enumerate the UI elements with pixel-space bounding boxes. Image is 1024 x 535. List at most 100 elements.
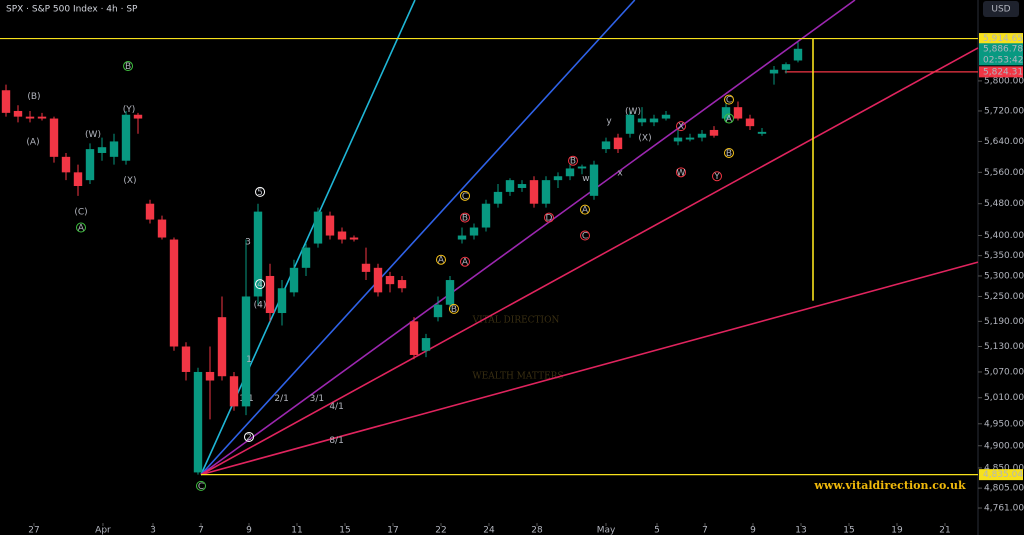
candle-body: [301, 247, 311, 268]
wave-label: B: [570, 157, 576, 167]
x-tick-label: 3: [150, 526, 156, 535]
candle-body: [793, 48, 803, 61]
wave-label: y: [606, 116, 612, 126]
candle-body: [697, 133, 707, 138]
candle-body: [781, 64, 791, 70]
y-tick-label: 5,130.00: [984, 342, 1024, 352]
fan-label: 3/1: [310, 394, 324, 404]
wave-circle: [460, 256, 470, 267]
wave-circle: [76, 222, 86, 233]
wave-circle: [436, 254, 446, 265]
wave-label: B: [462, 214, 468, 224]
plot: 1/12/13/14/18/1(B)(A)(C)AB(W)(Y)(X)C534(…: [0, 0, 979, 492]
fan-label: 2/1: [274, 394, 288, 404]
wave-label: X: [678, 122, 684, 132]
wave-label: w: [582, 174, 589, 184]
y-tick-label: 4,850.00: [984, 463, 1024, 473]
wave-label: C: [462, 192, 468, 202]
y-tick-label: 4,900.00: [984, 441, 1024, 451]
website: www.vitaldirection.co.uk: [813, 479, 966, 492]
wave-label: Y: [713, 172, 720, 182]
candle-body: [61, 156, 71, 173]
wave-label: (X): [123, 176, 136, 186]
x-tick-label: 13: [795, 526, 806, 535]
candle-body: [685, 137, 695, 140]
candle-body: [337, 231, 347, 240]
candle-body: [565, 168, 575, 177]
candle-body: [613, 137, 623, 150]
candle-body: [97, 147, 107, 153]
candle-body: [169, 239, 179, 347]
candle-body: [589, 164, 599, 196]
x-tick-label: 15: [339, 526, 350, 535]
wave-label: B: [726, 149, 732, 159]
candle-body: [133, 114, 143, 119]
wave-label: A: [438, 256, 445, 266]
currency[interactable]: USD: [991, 5, 1010, 15]
candle-body: [649, 118, 659, 123]
price-label: 5,824.31: [983, 67, 1023, 77]
candle-body: [229, 376, 239, 407]
wave-label: 5: [257, 188, 263, 198]
wave-circle: [676, 121, 686, 132]
y-tick-label: 5,190.00: [984, 317, 1024, 327]
candle-body: [541, 180, 551, 204]
x-tick-label: Apr: [95, 526, 111, 535]
y-tick-label: 5,480.00: [984, 199, 1024, 209]
candle-body: [109, 141, 119, 157]
candle-body: [709, 129, 719, 136]
wave-circle: [580, 204, 590, 215]
wave-circle: [196, 480, 206, 491]
candle-body: [85, 149, 95, 181]
candle-body: [517, 184, 527, 188]
candle-body: [409, 321, 419, 355]
candle-body: [73, 172, 83, 187]
wave-circle: [724, 147, 734, 158]
candle-body: [481, 203, 491, 228]
y-tick-label: 4,950.00: [984, 419, 1024, 429]
candle-body: [205, 371, 215, 381]
candle-body: [13, 110, 23, 117]
candle-body: [769, 69, 779, 74]
x-tick-label: 22: [435, 526, 446, 535]
wave-circle: [724, 94, 734, 105]
candle-body: [25, 116, 35, 119]
currency-box[interactable]: [983, 1, 1019, 17]
candle-body: [181, 346, 191, 372]
y-tick-label: 5,350.00: [984, 251, 1024, 261]
candle-body: [529, 180, 539, 204]
candle-body: [745, 118, 755, 127]
candle-body: [733, 107, 743, 119]
candle-body: [433, 304, 443, 318]
x-tick-label: 5: [654, 526, 660, 535]
candle-body: [217, 317, 227, 377]
wave-label: D: [546, 214, 553, 224]
countdown: 02:53:42: [983, 55, 1023, 65]
price-label-box: [979, 33, 1023, 45]
x-tick-label: 15: [843, 526, 854, 535]
y-tick-label: 5,400.00: [984, 231, 1024, 241]
wave-circle: [676, 167, 686, 178]
wave-label: x: [617, 168, 623, 178]
x-tick-label: 17: [387, 526, 398, 535]
candle-body: [253, 211, 263, 297]
candle-body: [193, 371, 203, 473]
fan-line: [200, 0, 636, 476]
fan-label: 8/1: [329, 436, 343, 446]
candle-body: [1, 90, 11, 113]
wave-label: 1: [246, 355, 252, 365]
candle-body: [757, 131, 767, 134]
wave-circle: [460, 212, 470, 223]
y-tick-label: 4,761.00: [984, 504, 1024, 514]
candle-body: [385, 275, 395, 285]
watermark: VITAL DIRECTION: [472, 316, 560, 326]
candle-body: [121, 114, 131, 161]
x-tick-label: 11: [291, 526, 302, 535]
wave-circle: [568, 155, 578, 166]
candle-body: [457, 235, 467, 240]
y-tick-label: 5,800.00: [984, 76, 1024, 86]
price-label: 4,835.04: [983, 470, 1023, 480]
candle-body: [37, 116, 47, 119]
watermark-subtitle: WEALTH MATTERS: [472, 372, 563, 382]
